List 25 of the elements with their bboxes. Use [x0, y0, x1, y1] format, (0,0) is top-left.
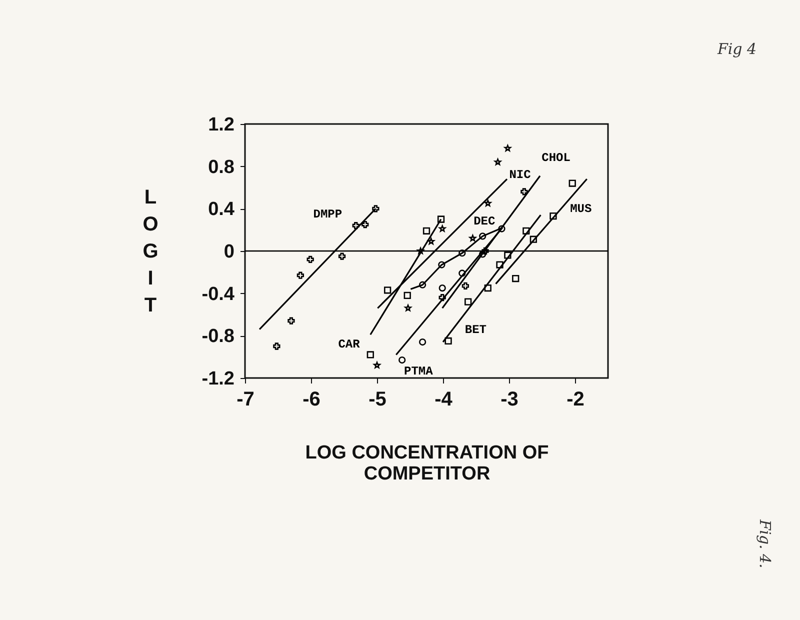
y-axis-title: LOGIT	[142, 186, 158, 316]
y-tick-label: 0.4	[208, 199, 235, 220]
series-label: BET	[464, 323, 486, 338]
caption: Fig. 4.	[756, 518, 774, 568]
series-label: DMPP	[313, 208, 342, 222]
y-tick-label: -1.2	[202, 368, 234, 390]
y-tick-label: -0.8	[202, 326, 234, 348]
caption: Fig 4	[716, 40, 757, 58]
series-label: PTMA	[404, 364, 434, 379]
x-tick-label: -4	[434, 388, 454, 410]
series-label: CHOL	[542, 150, 570, 165]
y-tick-label: -0.4	[202, 284, 235, 305]
y-tick-label: 0	[224, 242, 234, 262]
y-tick-label: 0.8	[208, 156, 234, 178]
x-tick-label: -6	[302, 388, 320, 410]
series-label: CAR	[338, 337, 361, 352]
series-label: NIC	[509, 168, 531, 182]
x-axis-title: LOG CONCENTRATION OF COMPETITOR	[305, 442, 549, 484]
y-tick-label: 1.2	[208, 114, 234, 136]
x-tick-label: -5	[368, 388, 386, 410]
x-tick-label: -7	[236, 388, 254, 410]
series-label: MUS	[570, 202, 592, 216]
x-tick-label: -3	[500, 388, 518, 410]
series-label: DEC	[474, 214, 496, 229]
x-tick-label: -2	[566, 388, 584, 410]
